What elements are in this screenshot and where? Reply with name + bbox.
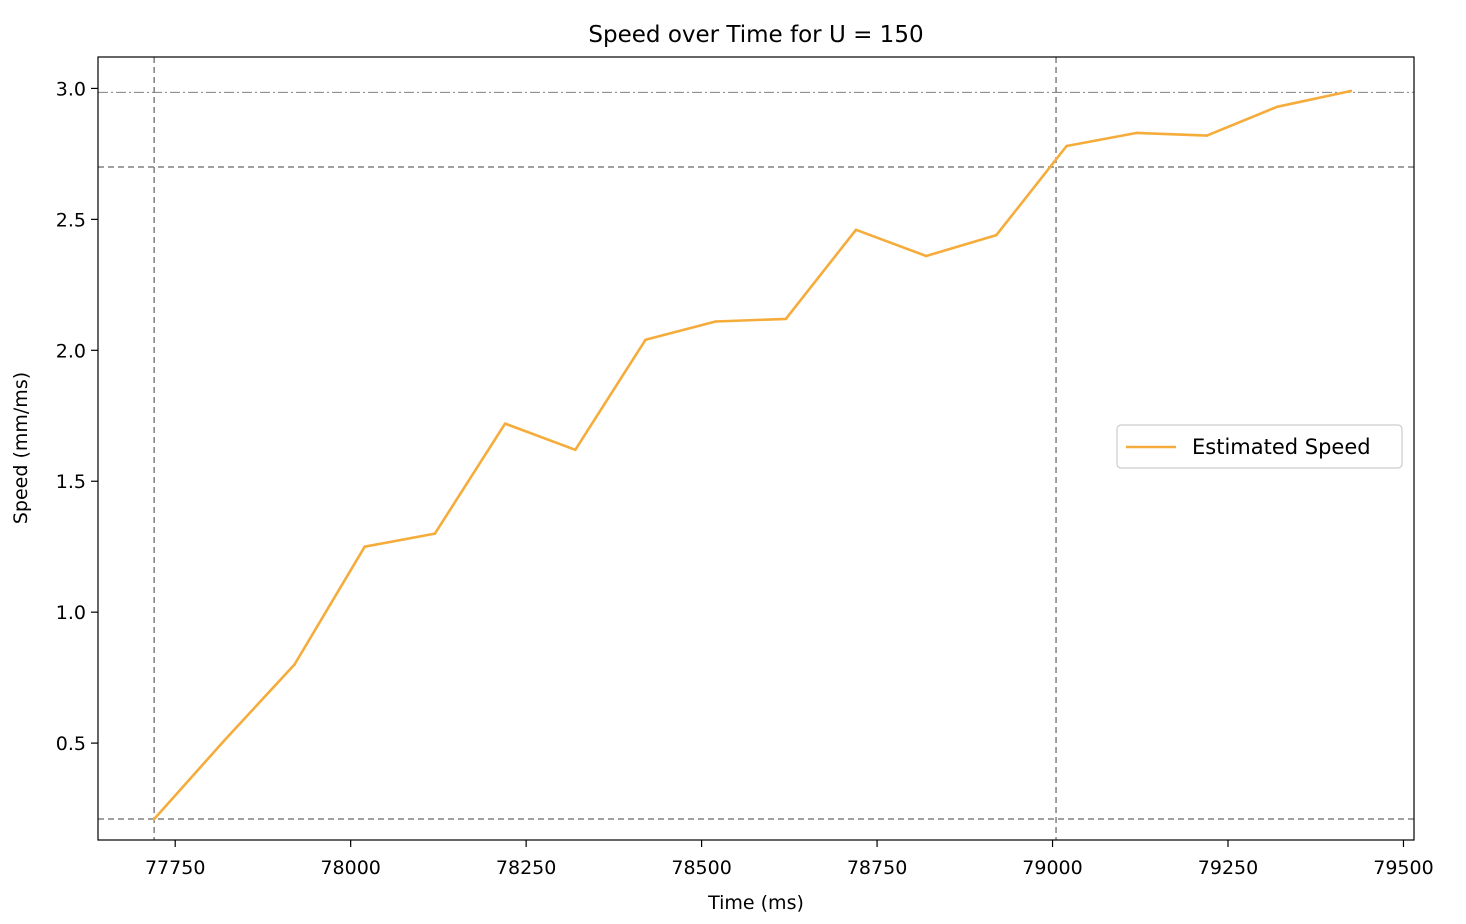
data-point <box>433 532 437 535</box>
y-tick-label: 2.5 <box>56 209 86 231</box>
data-point <box>293 663 296 666</box>
data-point <box>1205 134 1209 137</box>
y-tick-label: 0.5 <box>56 733 86 755</box>
series-layer <box>152 89 1353 821</box>
legend-label-estimated-speed: Estimated Speed <box>1192 435 1371 459</box>
data-point <box>714 320 717 323</box>
data-point <box>363 545 367 549</box>
x-axis-label: Time (ms) <box>707 892 804 914</box>
x-tick-label: 79000 <box>1022 857 1082 879</box>
data-point <box>503 422 507 425</box>
data-point <box>854 228 858 232</box>
data-point <box>1275 105 1279 109</box>
x-tick-label: 77750 <box>145 857 205 879</box>
data-point <box>223 739 226 742</box>
data-point <box>152 817 156 821</box>
data-point <box>1135 131 1139 135</box>
data-point <box>784 317 788 321</box>
x-tick-label: 78250 <box>496 857 556 879</box>
y-tick-label: 2.0 <box>56 340 86 362</box>
data-point <box>644 338 647 342</box>
series-line-estimated-speed <box>152 89 1353 821</box>
y-tick-label: 1.5 <box>56 471 86 493</box>
legend-box <box>1116 424 1403 469</box>
data-point <box>995 233 998 237</box>
x-tick-label: 78750 <box>847 857 907 879</box>
data-point <box>924 254 928 258</box>
x-axis-ticks: 77750 78000 78250 78500 78750 79000 79250 79500 <box>145 840 1434 879</box>
reference-lines <box>98 57 1414 840</box>
x-tick-label: 78500 <box>671 857 731 879</box>
y-tick-label: 3.0 <box>56 78 86 100</box>
data-point <box>573 448 577 452</box>
x-tick-label: 78000 <box>320 857 380 879</box>
chart-title: Speed over Time for U = 150 <box>588 22 923 48</box>
y-axis-label: Speed (mm/ms) <box>10 372 32 524</box>
data-point <box>1349 89 1353 93</box>
plot-frame <box>97 56 1415 841</box>
data-point <box>1065 144 1068 148</box>
legend: Estimated Speed <box>1116 424 1403 469</box>
y-axis-ticks: 0.5 1.0 1.5 2.0 2.5 3.0 <box>56 78 98 755</box>
x-tick-label: 79250 <box>1198 857 1258 879</box>
y-tick-label: 1.0 <box>56 602 86 624</box>
x-tick-label: 79500 <box>1373 857 1433 879</box>
